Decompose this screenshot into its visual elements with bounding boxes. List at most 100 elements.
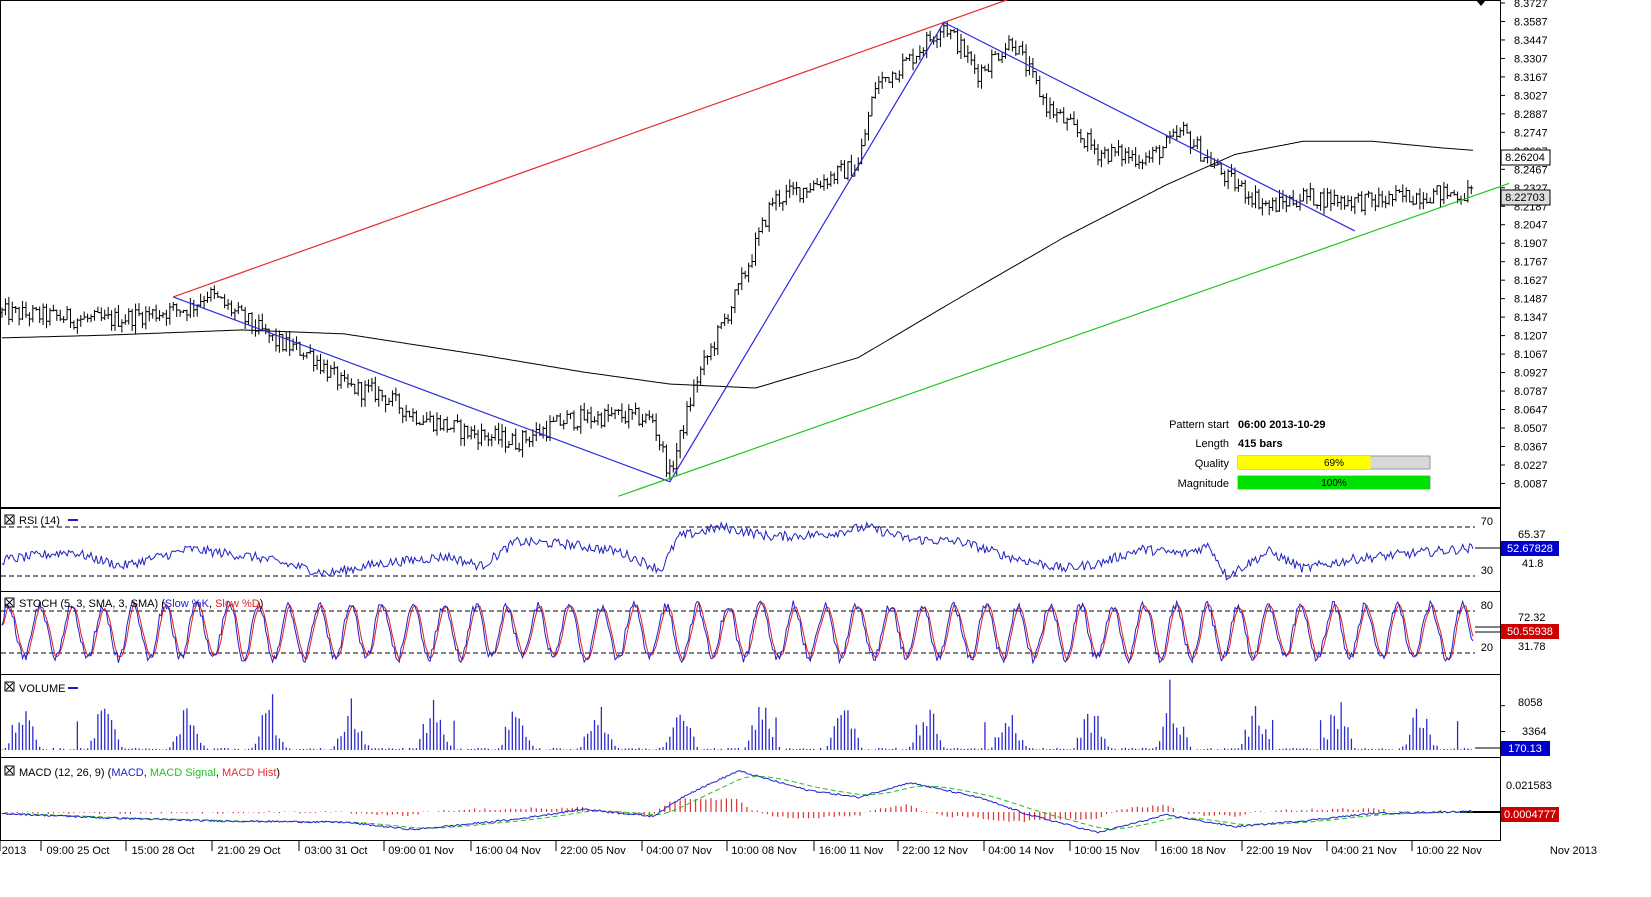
stoch-title: STOCH (5, 3, SMA, 3, SMA) <box>19 598 158 610</box>
pattern-lines <box>173 0 1510 497</box>
time-axis-label: 16:00 18 Nov <box>1160 845 1226 857</box>
time-axis-label: 10:00 15 Nov <box>1074 845 1140 857</box>
volume-title: VOLUME <box>19 683 65 695</box>
last-price-box: 8.22703 <box>1500 189 1551 206</box>
rsi-level-30: 30 <box>1481 565 1493 577</box>
stoch-level-80: 80 <box>1481 600 1493 612</box>
stoch-d-legend: Slow %D <box>215 598 260 610</box>
stoch-slow-k-line <box>1 599 1474 665</box>
svg-text:MACD (12, 26, 9) (MAC: MACD (12, 26, 9) (MACD, MACD Signal, MAC… <box>19 767 280 779</box>
rsi-tick-low: 41.8 <box>1522 558 1543 570</box>
price-tick-label: 8.0507 <box>1514 423 1548 435</box>
time-axis-label: 10:00 08 Nov <box>731 845 797 857</box>
macd-signal-line <box>2 775 1473 830</box>
price-tick-label: 8.1627 <box>1514 275 1548 287</box>
rsi-title: RSI (14) <box>19 515 60 527</box>
length-label: Length <box>1195 438 1229 450</box>
price-tick-label: 8.1347 <box>1514 312 1548 324</box>
rsi-line <box>1 521 1474 581</box>
pattern-zigzag-line <box>173 21 1356 483</box>
time-axis-label: 16:00 11 Nov <box>819 845 884 857</box>
close-icon[interactable] <box>4 681 15 692</box>
price-panel: 8.3727 8.3587 8.3447 8.3307 8.3167 8.3027 8.28… <box>0 0 1551 497</box>
svg-text:STOCH (5, 3, SMA, 3, SMA): STOCH (5, 3, SMA, 3, SMA) (Slow %K, Slow… <box>19 598 263 610</box>
length-value: 415 bars <box>1238 438 1283 450</box>
price-tick-label: 8.3447 <box>1514 35 1548 47</box>
time-axis-label: 10:00 22 Nov <box>1416 845 1482 857</box>
rsi-last-value: 52.67828 <box>1507 543 1553 555</box>
time-axis-label: 04:00 21 Nov <box>1331 845 1397 857</box>
volume-bars <box>1 679 1505 750</box>
time-axis-label: 16:00 04 Nov <box>475 845 541 857</box>
time-axis-label: 09:00 25 Oct <box>47 845 110 857</box>
magnitude-label: Magnitude <box>1178 478 1229 490</box>
scroll-marker-icon[interactable] <box>1476 0 1486 6</box>
price-tick-label: 8.1207 <box>1514 331 1548 343</box>
last-price-label: 8.22703 <box>1505 192 1545 204</box>
stoch-slow-d-line <box>1 601 1474 662</box>
price-tick-label: 8.2747 <box>1514 127 1548 139</box>
stoch-last-value: 50.55938 <box>1507 626 1553 638</box>
volume-tick-low: 3364 <box>1522 726 1546 738</box>
macd-line <box>1 770 1474 834</box>
stoch-legend: STOCH (5, 3, SMA, 3, SMA) (Slow %K, Slow… <box>4 597 263 610</box>
quality-value: 69% <box>1324 458 1344 469</box>
pattern-start-label: Pattern start <box>1169 419 1229 431</box>
close-icon[interactable] <box>4 597 15 608</box>
price-tick-label: 8.3167 <box>1514 72 1548 84</box>
volume-last-value: 170.13 <box>1508 743 1542 755</box>
time-axis-last-label: Nov 2013 <box>1550 845 1597 857</box>
price-tick-label: 8.0927 <box>1514 368 1548 380</box>
support-line <box>618 182 1510 497</box>
panel-frames <box>0 0 1501 841</box>
rsi-panel: 70 30 65.37 41.8 52.67828 RSI (14) <box>1 514 1559 581</box>
ma-value-label: 8.26204 <box>1505 152 1545 164</box>
macd-legend: MACD (12, 26, 9) (MACD, MACD Signal, MAC… <box>4 765 280 779</box>
time-axis-label: 22:00 19 Nov <box>1246 845 1312 857</box>
price-tick-label: 8.2047 <box>1514 220 1548 232</box>
stoch-level-20: 20 <box>1481 642 1493 654</box>
macd-legend-macd: MACD <box>111 767 143 779</box>
price-tick-label: 8.1907 <box>1514 238 1548 250</box>
price-tick-label: 8.0087 <box>1514 478 1548 490</box>
price-tick-label: 8.2467 <box>1514 164 1548 176</box>
macd-title: MACD (12, 26, 9) <box>19 767 105 779</box>
price-bar <box>1469 185 1474 195</box>
quality-bar <box>1238 456 1371 469</box>
rsi-legend: RSI (14) <box>4 514 78 527</box>
rsi-tick-high: 65.37 <box>1518 529 1546 541</box>
rsi-level-70: 70 <box>1481 516 1493 528</box>
price-tick-label: 8.1487 <box>1514 294 1548 306</box>
price-tick-label: 8.3307 <box>1514 53 1548 65</box>
price-tick-label: 8.1767 <box>1514 257 1548 269</box>
price-tick-label: 8.3027 <box>1514 90 1548 102</box>
pattern-start-value: 06:00 2013-10-29 <box>1238 419 1325 431</box>
price-tick-label: 8.0647 <box>1514 405 1548 417</box>
close-icon[interactable] <box>4 765 15 776</box>
time-axis-label: 09:00 01 Nov <box>388 845 454 857</box>
macd-tick: 0.021583 <box>1506 780 1552 792</box>
macd-last-value: 0.0004777 <box>1504 809 1556 821</box>
stoch-k-legend: Slow %K <box>165 598 210 610</box>
price-tick-label: 8.2887 <box>1514 109 1548 121</box>
close-icon[interactable] <box>4 514 15 525</box>
resistance-line <box>173 0 1009 298</box>
volume-panel: 8058 3364 170.13 VOLUME <box>1 679 1550 756</box>
time-axis-label: 15:00 28 Oct <box>132 845 195 857</box>
moving-average-line <box>1 140 1474 389</box>
magnitude-bar <box>1238 476 1430 489</box>
price-tick-label: 8.0227 <box>1514 460 1548 472</box>
time-axis-label: 04:00 14 Nov <box>988 845 1054 857</box>
price-tick-label: 8.0787 <box>1514 386 1548 398</box>
price-tick-label: 8.0367 <box>1514 441 1548 453</box>
volume-legend: VOLUME <box>4 681 78 695</box>
quality-label: Quality <box>1195 458 1230 470</box>
volume-tick-high: 8058 <box>1518 697 1542 709</box>
time-axis-label: 22:00 12 Nov <box>902 845 968 857</box>
time-axis-label: 22:00 05 Nov <box>560 845 626 857</box>
price-bars <box>0 21 1474 480</box>
time-axis-label: 04:00 07 Nov <box>646 845 712 857</box>
price-tick-label: 8.1067 <box>1514 349 1548 361</box>
time-axis-label: 2013 <box>2 845 26 857</box>
